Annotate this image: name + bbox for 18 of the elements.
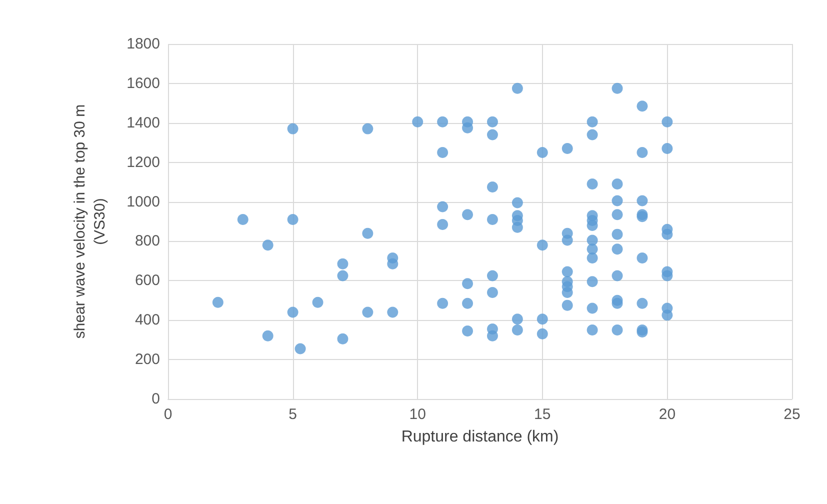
y-tick-label: 200 xyxy=(134,351,160,368)
y-tick-label: 1000 xyxy=(126,193,160,210)
x-tick-label: 25 xyxy=(784,406,800,423)
y-tick-label: 400 xyxy=(134,312,160,329)
x-tick-label: 0 xyxy=(164,406,172,423)
y-tick-label: 1800 xyxy=(126,36,160,52)
y-axis-title: shear wave velocity in the top 30 m (VS30) xyxy=(72,104,108,339)
y-tick-label: 800 xyxy=(134,232,160,250)
x-tick-label: 20 xyxy=(658,406,676,423)
x-tick-label: 10 xyxy=(409,406,426,423)
y-tick-label: 1200 xyxy=(126,154,160,171)
x-axis-title: Rupture distance (km) xyxy=(401,428,559,446)
y-tick-label: 1400 xyxy=(126,114,160,132)
y-tick-label: 0 xyxy=(152,390,160,408)
x-tick-label: 5 xyxy=(288,406,297,423)
x-tick-label: 15 xyxy=(534,406,551,423)
y-tick-label: 600 xyxy=(134,272,160,290)
y-tick-label: 1600 xyxy=(126,74,160,92)
